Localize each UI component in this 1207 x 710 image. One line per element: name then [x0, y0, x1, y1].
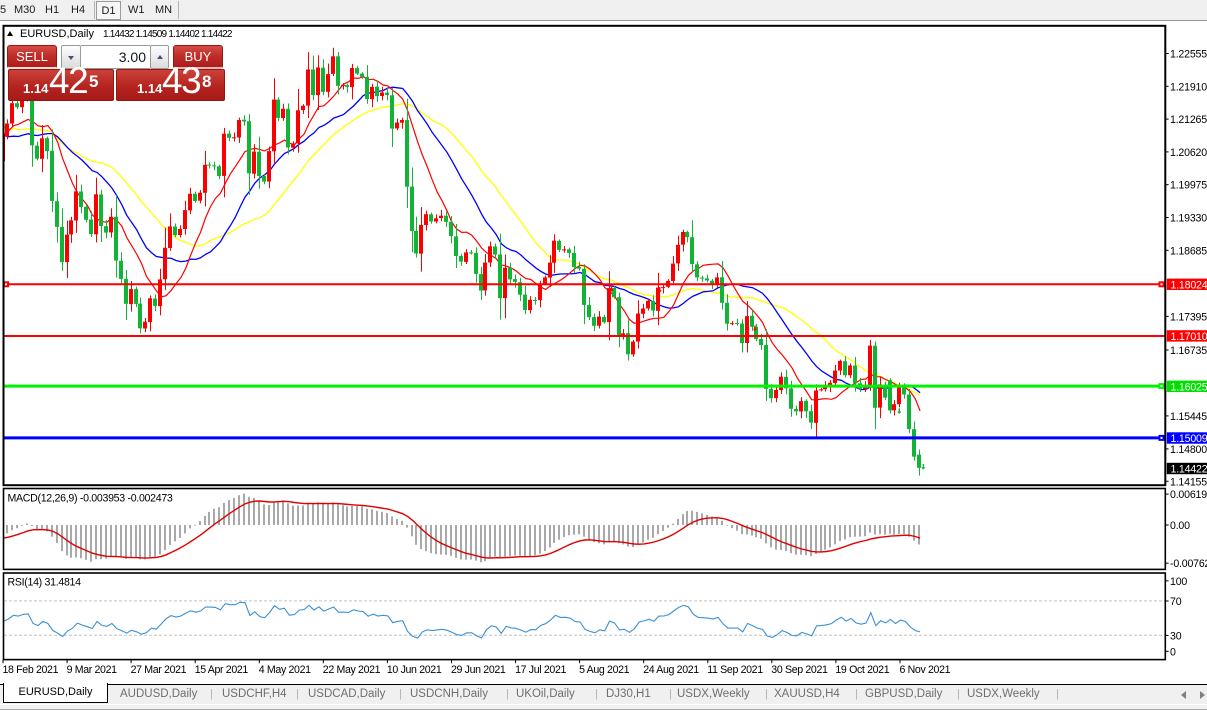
- svg-text:1.18685: 1.18685: [1170, 245, 1207, 257]
- svg-text:15 Apr 2021: 15 Apr 2021: [195, 664, 249, 676]
- svg-text:1.19975: 1.19975: [1170, 180, 1207, 192]
- svg-text:1.14155: 1.14155: [1170, 476, 1207, 488]
- svg-text:100: 100: [1170, 576, 1187, 588]
- svg-text:4 May 2021: 4 May 2021: [259, 664, 311, 676]
- svg-text:1.22555: 1.22555: [1170, 49, 1207, 61]
- svg-text:MACD(12,26,9) -0.003953 -0.002: MACD(12,26,9) -0.003953 -0.002473: [8, 493, 173, 505]
- svg-text:1.17395: 1.17395: [1170, 311, 1207, 323]
- svg-text:10 Jun 2021: 10 Jun 2021: [387, 664, 442, 676]
- svg-text:1.20620: 1.20620: [1170, 147, 1207, 159]
- svg-text:1.15445: 1.15445: [1170, 411, 1207, 423]
- svg-text:27 Mar 2021: 27 Mar 2021: [131, 664, 187, 676]
- svg-text:0.006193: 0.006193: [1170, 489, 1207, 501]
- svg-text:1.16025: 1.16025: [1171, 381, 1207, 393]
- svg-text:17 Jul 2021: 17 Jul 2021: [515, 664, 566, 676]
- svg-text:11 Sep 2021: 11 Sep 2021: [707, 664, 763, 676]
- svg-text:18 Feb 2021: 18 Feb 2021: [3, 664, 59, 676]
- svg-text:30 Sep 2021: 30 Sep 2021: [771, 664, 828, 676]
- svg-text:29 Jun 2021: 29 Jun 2021: [451, 664, 506, 676]
- svg-text:1.14422: 1.14422: [1171, 464, 1207, 476]
- svg-text:30: 30: [1170, 630, 1182, 642]
- svg-text:5 Aug 2021: 5 Aug 2021: [579, 664, 630, 676]
- svg-text:1.19330: 1.19330: [1170, 213, 1207, 225]
- svg-text:19 Oct 2021: 19 Oct 2021: [835, 664, 889, 676]
- svg-text:1.21265: 1.21265: [1170, 114, 1207, 126]
- svg-text:22 May 2021: 22 May 2021: [323, 664, 381, 676]
- svg-text:6 Nov 2021: 6 Nov 2021: [900, 664, 951, 676]
- svg-text:9 Mar 2021: 9 Mar 2021: [67, 664, 118, 676]
- svg-text:0: 0: [1170, 646, 1176, 658]
- svg-text:0.00: 0.00: [1170, 520, 1190, 532]
- svg-text:1.14800: 1.14800: [1170, 444, 1207, 456]
- svg-text:1.16735: 1.16735: [1170, 345, 1207, 357]
- svg-text:1.15009: 1.15009: [1171, 433, 1207, 445]
- svg-text:RSI(14) 31.4814: RSI(14) 31.4814: [8, 577, 82, 589]
- svg-text:-0.007621: -0.007621: [1170, 558, 1207, 570]
- svg-text:24 Aug 2021: 24 Aug 2021: [643, 664, 699, 676]
- svg-text:1.21910: 1.21910: [1170, 81, 1207, 93]
- svg-text:1.17010: 1.17010: [1171, 331, 1207, 343]
- svg-text:1.18024: 1.18024: [1171, 279, 1207, 291]
- svg-text:70: 70: [1170, 596, 1182, 608]
